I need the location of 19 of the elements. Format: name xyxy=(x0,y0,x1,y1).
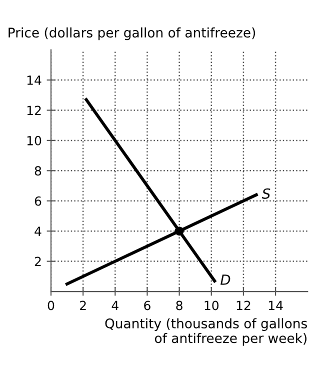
x-tick-label: 2 xyxy=(80,300,86,310)
series-label: D xyxy=(220,274,230,285)
y-tick-label: 14 xyxy=(27,76,42,85)
x-tick-label: 10 xyxy=(204,300,219,310)
y-axis-title: Price (dollars per gallon of antifreeze) xyxy=(8,27,256,40)
x-tick-label: 0 xyxy=(48,300,54,310)
y-tick-label: 4 xyxy=(34,226,42,236)
y-tick-label: 10 xyxy=(27,136,42,146)
x-tick-label: 8 xyxy=(176,300,182,310)
x-tick-label: 14 xyxy=(268,300,283,310)
series-label: S xyxy=(262,188,270,199)
y-tick-label: 8 xyxy=(34,166,42,176)
y-tick-label: 2 xyxy=(34,256,41,266)
x-tick-label: 6 xyxy=(144,300,150,310)
y-tick-label: 12 xyxy=(27,106,41,115)
y-tick-label: 6 xyxy=(34,196,42,206)
x-tick-label: 4 xyxy=(112,300,118,310)
x-axis-title: Quantity (thousands of gallons of antifreeze per week) xyxy=(105,318,307,346)
x-tick-label: 12 xyxy=(236,300,250,310)
